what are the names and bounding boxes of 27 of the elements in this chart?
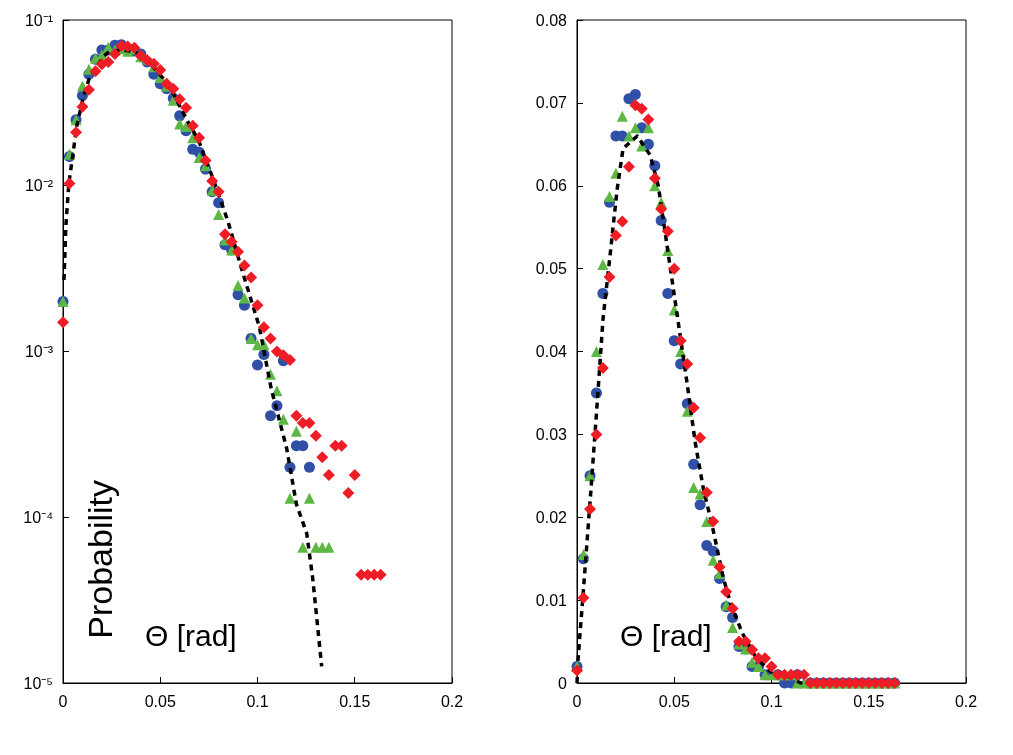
y-tick-label: 0.07 (535, 94, 568, 112)
y-tick-label: 10⁻² (24, 177, 54, 195)
x-axis-title: Θ [rad] (620, 618, 712, 652)
y-tick-label: 0 (558, 674, 568, 692)
y-tick-label: 0.05 (535, 260, 568, 278)
y-tick-label: 10⁻³ (24, 343, 54, 360)
y-tick-label: 0.03 (535, 425, 568, 443)
x-tick-label: 0.05 (658, 692, 690, 710)
x-tick-label: 0.15 (853, 692, 885, 710)
x-tick-label: 0.2 (954, 692, 978, 710)
y-tick-label: 10⁻¹ (24, 11, 53, 29)
y-tick-label: 0.02 (535, 508, 568, 526)
y-tick-label: 0.08 (535, 11, 568, 29)
y-tick-label: 0.04 (535, 343, 568, 360)
x-tick-label: 0.05 (144, 692, 176, 710)
x-tick-label: 0.15 (339, 692, 371, 710)
x-axis-title: Θ [rad] (145, 618, 237, 652)
x-tick-label: 0.2 (440, 692, 464, 710)
y-tick-label: 0.01 (535, 591, 568, 609)
x-tick-label: 0.1 (760, 692, 783, 710)
y-tick-label: 0.06 (535, 177, 568, 195)
y-axis-title: Probability (81, 479, 119, 639)
y-tick-label: 10⁻⁴ (23, 508, 54, 526)
y-tick-label: 10⁻⁵ (23, 674, 53, 692)
x-tick-label: 0.1 (246, 692, 269, 710)
x-tick-label: 0 (572, 692, 582, 710)
x-tick-label: 0 (58, 692, 68, 710)
